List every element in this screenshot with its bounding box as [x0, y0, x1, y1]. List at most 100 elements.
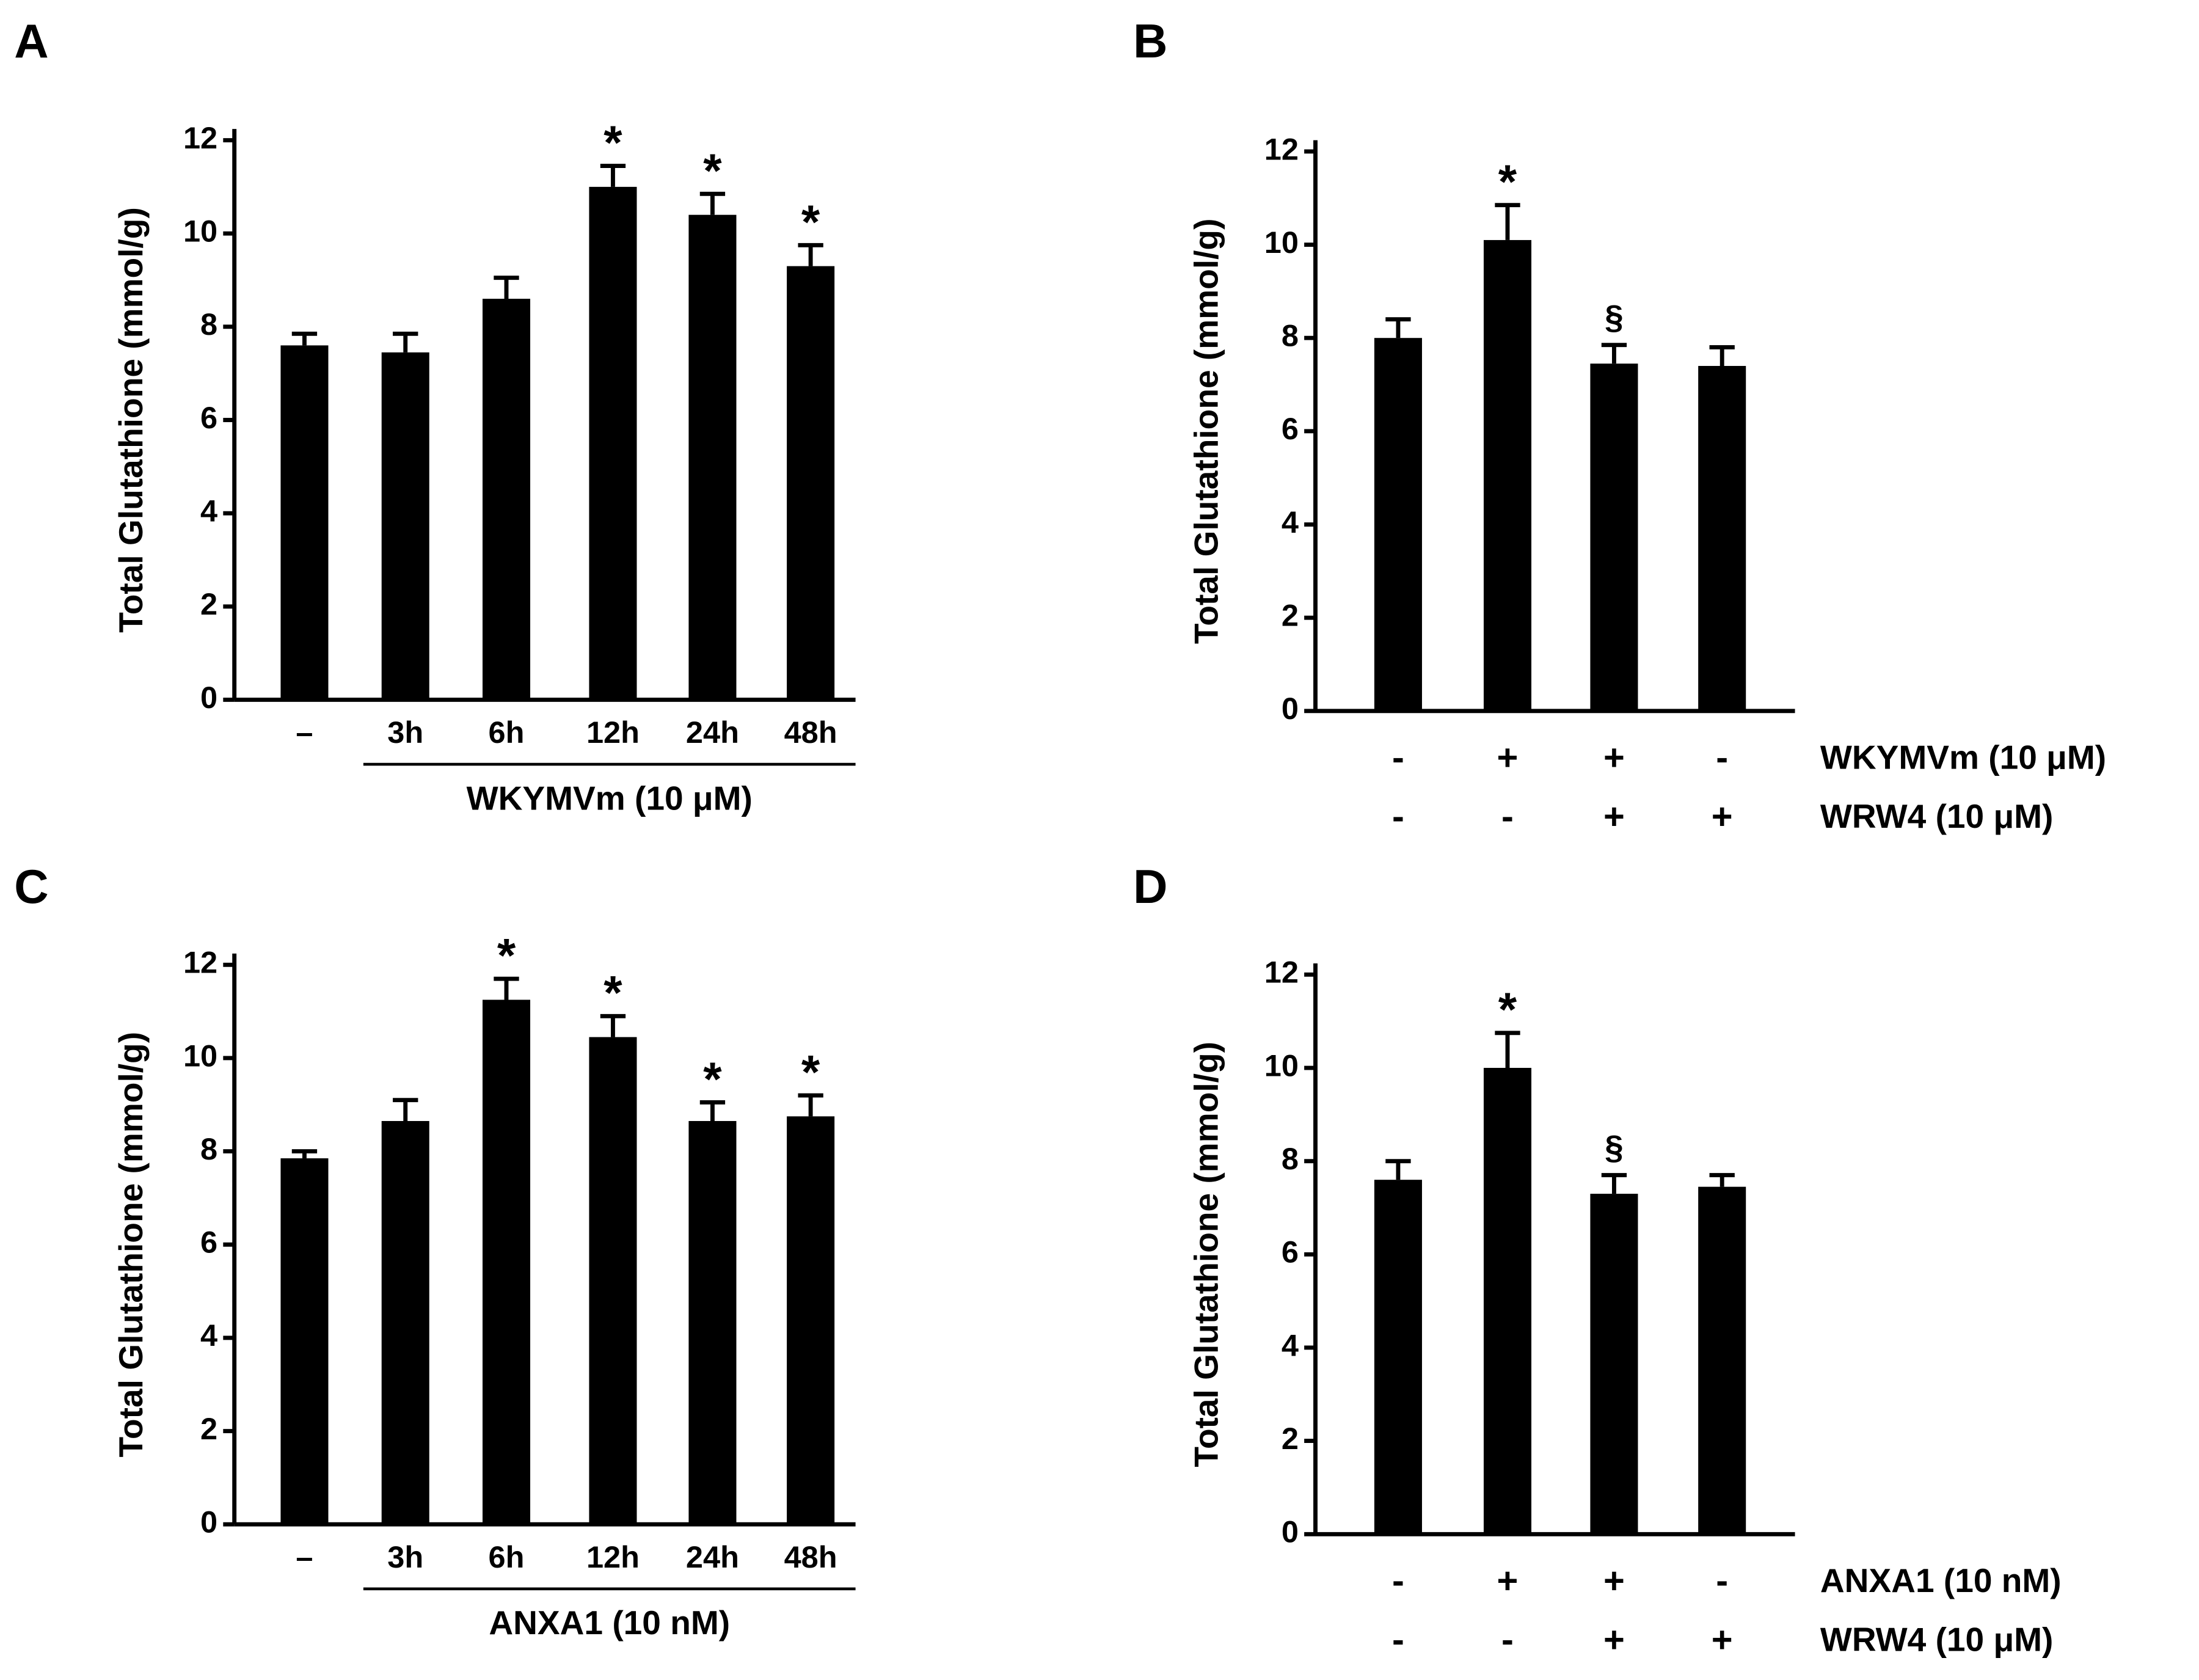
condition-sign: -: [1392, 795, 1404, 836]
panel-label: D: [1133, 860, 1167, 913]
condition-label: WRW4 (10 μM): [1820, 1621, 2054, 1659]
significance-mark: *: [801, 195, 820, 249]
panel-label: A: [14, 14, 48, 68]
x-tick-label: 12h: [586, 715, 640, 750]
bar: [381, 352, 429, 700]
y-tick-label: 0: [200, 1505, 217, 1539]
bar: [1374, 1180, 1422, 1535]
y-tick-label: 6: [1282, 411, 1299, 446]
y-tick-label: 2: [200, 1411, 217, 1446]
bar: [589, 1037, 637, 1525]
condition-sign: +: [1603, 737, 1625, 778]
y-tick-label: 0: [200, 680, 217, 715]
y-tick-label: 10: [183, 1038, 217, 1073]
y-tick-label: 6: [1282, 1235, 1299, 1269]
condition-sign: +: [1603, 1619, 1625, 1660]
bar: [1698, 366, 1746, 711]
significance-mark: §: [1605, 1128, 1624, 1166]
bar: [1483, 239, 1532, 711]
y-tick-label: 10: [183, 214, 217, 249]
condition-sign: +: [1712, 795, 1733, 836]
condition-sign: -: [1501, 1619, 1514, 1660]
panel-label: C: [14, 860, 48, 913]
bar: [787, 1116, 835, 1525]
y-axis-label: Total Glutathione (mmol/g): [112, 1032, 150, 1458]
bar: [280, 1158, 329, 1525]
y-tick-label: 10: [1264, 225, 1299, 260]
significance-mark: *: [1498, 155, 1517, 208]
condition-label: WRW4 (10 μM): [1820, 797, 2054, 835]
y-tick-label: 12: [183, 120, 217, 155]
condition-sign: +: [1712, 1619, 1733, 1660]
x-tick-label: 12h: [586, 1539, 640, 1574]
condition-label: ANXA1 (10 nM): [1820, 1561, 2062, 1599]
y-tick-label: 8: [200, 307, 217, 341]
condition-sign: -: [1392, 1560, 1404, 1601]
bar: [688, 214, 737, 700]
x-tick-label: –: [296, 1539, 313, 1574]
significance-mark: *: [604, 966, 622, 1020]
x-tick-label: 3h: [387, 1539, 423, 1574]
bar: [482, 999, 531, 1525]
bar: [280, 345, 329, 700]
bar: [688, 1120, 737, 1525]
x-tick-label: 48h: [784, 715, 837, 750]
condition-sign: -: [1501, 795, 1514, 836]
bar: [381, 1120, 429, 1525]
significance-mark: §: [1605, 298, 1624, 336]
x-tick-label: 6h: [489, 715, 525, 750]
significance-mark: *: [1498, 982, 1517, 1036]
bar: [482, 299, 531, 700]
condition-label: WKYMVm (10 μM): [1820, 739, 2106, 776]
bar: [1590, 363, 1638, 711]
condition-sign: -: [1392, 737, 1404, 778]
bar: [1698, 1186, 1746, 1535]
y-axis-label: Total Glutathione (mmol/g): [112, 207, 150, 633]
y-tick-label: 0: [1282, 691, 1299, 726]
y-tick-label: 4: [1282, 505, 1299, 539]
condition-sign: +: [1603, 1560, 1625, 1601]
condition-sign: +: [1603, 795, 1625, 836]
panel-label: B: [1133, 14, 1167, 68]
y-tick-label: 6: [200, 1225, 217, 1260]
y-tick-label: 12: [183, 945, 217, 980]
condition-sign: -: [1392, 1619, 1404, 1660]
significance-mark: *: [703, 1052, 722, 1106]
y-tick-label: 4: [1282, 1328, 1299, 1362]
significance-mark: *: [703, 144, 722, 197]
y-tick-label: 2: [1282, 598, 1299, 633]
bar: [1374, 338, 1422, 711]
bar: [589, 186, 637, 700]
y-axis-label: Total Glutathione (mmol/g): [1187, 219, 1225, 645]
x-tick-label: 24h: [686, 1539, 739, 1574]
bar: [1483, 1068, 1532, 1535]
x-tick-label: 24h: [686, 715, 739, 750]
y-tick-label: 0: [1282, 1514, 1299, 1549]
y-tick-label: 12: [1264, 131, 1299, 166]
x-tick-label: 6h: [489, 1539, 525, 1574]
x-tick-label: –: [296, 715, 313, 750]
significance-mark: *: [801, 1045, 820, 1098]
significance-mark: *: [604, 115, 622, 169]
group-label: WKYMVm (10 μM): [467, 779, 753, 817]
condition-sign: +: [1497, 1560, 1519, 1601]
significance-mark: *: [497, 929, 516, 982]
y-tick-label: 4: [200, 1318, 217, 1353]
y-tick-label: 8: [1282, 318, 1299, 353]
y-tick-label: 8: [200, 1131, 217, 1166]
y-tick-label: 4: [200, 493, 217, 528]
x-tick-label: 3h: [387, 715, 423, 750]
x-tick-label: 48h: [784, 1539, 837, 1574]
y-tick-label: 2: [1282, 1421, 1299, 1456]
y-axis-label: Total Glutathione (mmol/g): [1187, 1042, 1225, 1467]
bar: [1590, 1194, 1638, 1535]
y-tick-label: 8: [1282, 1141, 1299, 1176]
condition-sign: -: [1716, 1560, 1728, 1601]
condition-sign: -: [1716, 737, 1728, 778]
y-tick-label: 12: [1264, 955, 1299, 990]
y-tick-label: 6: [200, 400, 217, 435]
group-label: ANXA1 (10 nM): [489, 1604, 730, 1642]
condition-sign: +: [1497, 737, 1519, 778]
bar: [787, 266, 835, 700]
